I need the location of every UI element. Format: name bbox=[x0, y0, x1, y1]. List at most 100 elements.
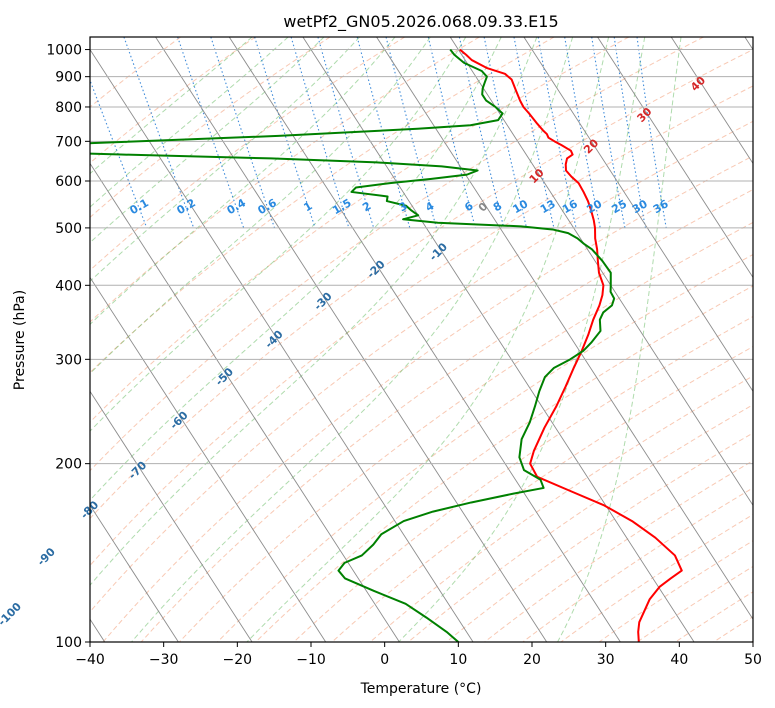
dry-adiabat bbox=[369, 375, 753, 642]
isotherm-label: -100 bbox=[0, 600, 24, 629]
plot-frame bbox=[89, 36, 754, 643]
mixing-ratio-label: 8 bbox=[491, 199, 504, 214]
isotherm-label: -90 bbox=[35, 545, 58, 568]
mixing-ratio-label: 1 bbox=[301, 199, 314, 214]
moist-adiabat bbox=[246, 37, 610, 642]
dry-adiabat bbox=[90, 37, 480, 323]
dry-adiabat bbox=[90, 37, 256, 164]
y-tick-label: 400 bbox=[55, 278, 82, 294]
y-axis-ticks: 100 200 300 400 500 600 700 800 900 1000 bbox=[46, 43, 90, 651]
isotherm bbox=[155, 37, 548, 642]
dry-adiabat bbox=[446, 432, 753, 642]
y-tick-label: 800 bbox=[55, 100, 82, 116]
dry-adiabat bbox=[90, 37, 555, 374]
dry-adiabat bbox=[675, 591, 753, 642]
mixing-ratio-label: 10 bbox=[511, 197, 531, 216]
moist-adiabat bbox=[557, 37, 682, 642]
mixing-ratio-line bbox=[254, 37, 316, 229]
chart-title: wetPf2_GN05.2026.068.09.33.E15 bbox=[283, 12, 558, 32]
dry-adiabat bbox=[140, 189, 753, 642]
dewpoint-profile bbox=[90, 48, 616, 642]
dry-adiabat bbox=[636, 565, 753, 642]
isotherm bbox=[90, 48, 474, 642]
moist-adiabat bbox=[398, 37, 646, 642]
mixing-ratio-line bbox=[356, 37, 411, 229]
moist-adiabat bbox=[90, 37, 396, 326]
isotherm bbox=[449, 37, 753, 507]
moist-adiabat bbox=[131, 37, 574, 642]
dry-adiabat bbox=[255, 285, 753, 642]
x-tick-label: −30 bbox=[149, 652, 179, 668]
isotherm bbox=[302, 37, 695, 642]
isotherm bbox=[744, 37, 753, 51]
x-tick-label: 10 bbox=[449, 652, 467, 668]
moist-adiabat bbox=[90, 37, 253, 175]
dry-adiabat bbox=[751, 640, 753, 642]
dry-adiabat bbox=[102, 155, 753, 642]
dry-adiabat bbox=[90, 37, 704, 472]
dry-adiabat bbox=[522, 487, 753, 642]
mixing-ratio-line bbox=[317, 37, 375, 229]
x-axis-ticks: −40 −30 −20 −10 0 10 20 30 40 50 bbox=[75, 642, 762, 668]
plot-background-lines bbox=[90, 37, 753, 642]
dry-adiabat bbox=[90, 37, 406, 271]
isotherm bbox=[228, 37, 621, 642]
x-tick-label: 30 bbox=[597, 652, 615, 668]
mixing-ratio-line bbox=[210, 37, 276, 229]
x-tick-label: 50 bbox=[744, 652, 762, 668]
y-tick-label: 700 bbox=[55, 134, 82, 150]
isotherm-label: 30 bbox=[635, 105, 655, 125]
pressure-gridlines bbox=[90, 49, 753, 642]
isotherm bbox=[90, 162, 400, 642]
y-tick-label: 100 bbox=[55, 635, 82, 651]
temperature-profile bbox=[459, 48, 683, 642]
mixing-ratio-label: 13 bbox=[538, 197, 558, 216]
mixing-ratio-line bbox=[636, 37, 667, 228]
x-tick-label: 40 bbox=[670, 652, 688, 668]
moist-adiabat bbox=[90, 37, 360, 282]
dry-adiabat bbox=[90, 37, 630, 423]
mixing-ratio-label: 0.1 bbox=[127, 196, 150, 217]
dry-adiabat bbox=[484, 460, 753, 642]
mixing-ratio-line bbox=[483, 37, 528, 229]
isotherm bbox=[376, 37, 753, 621]
dry-adiabat bbox=[598, 540, 753, 642]
x-tick-label: 20 bbox=[523, 652, 541, 668]
y-tick-label: 200 bbox=[55, 457, 82, 473]
y-tick-label: 1000 bbox=[46, 43, 82, 59]
y-axis-title: Pressure (hPa) bbox=[12, 290, 28, 390]
mixing-ratio-line bbox=[177, 37, 245, 229]
mixing-ratio-label: 0.4 bbox=[225, 196, 249, 217]
dry-adiabat bbox=[713, 616, 753, 642]
mixing-ratio-label: 0.6 bbox=[256, 196, 280, 217]
moist-adiabat bbox=[90, 37, 431, 375]
mixing-ratio-line bbox=[290, 37, 350, 229]
dry-adiabat bbox=[331, 346, 753, 642]
isotherm bbox=[90, 276, 327, 642]
y-tick-label: 300 bbox=[55, 352, 82, 368]
dry-adiabat bbox=[90, 85, 753, 567]
dry-adiabat bbox=[90, 48, 753, 520]
mixing-ratio-label: 4 bbox=[423, 199, 436, 214]
mixing-ratio-line bbox=[427, 37, 476, 229]
y-tick-label: 600 bbox=[55, 174, 82, 190]
x-tick-label: −20 bbox=[223, 652, 253, 668]
y-tick-label: 500 bbox=[55, 221, 82, 237]
sounding-profiles bbox=[90, 48, 683, 642]
mixing-ratio-line bbox=[613, 37, 646, 228]
dry-adiabat bbox=[178, 221, 753, 642]
mixing-ratio-label: 0.2 bbox=[174, 196, 197, 217]
mixing-ratio-label: 2 bbox=[360, 199, 373, 214]
isotherm bbox=[597, 37, 753, 279]
x-tick-label: 0 bbox=[380, 652, 389, 668]
line-labels: 0.1 0.2 0.4 0.6 1 1.5 2 3 4 6 8 10 13 16 20 25 30 36-100-… bbox=[0, 74, 708, 629]
x-tick-label: −40 bbox=[75, 652, 105, 668]
isotherm bbox=[670, 37, 753, 165]
x-axis-title: Temperature (°C) bbox=[360, 681, 482, 697]
dry-adiabat bbox=[217, 253, 753, 642]
isotherm bbox=[90, 504, 179, 642]
dry-adiabat bbox=[293, 315, 753, 642]
mixing-ratio-label: 16 bbox=[560, 197, 580, 216]
y-tick-label: 900 bbox=[55, 70, 82, 86]
